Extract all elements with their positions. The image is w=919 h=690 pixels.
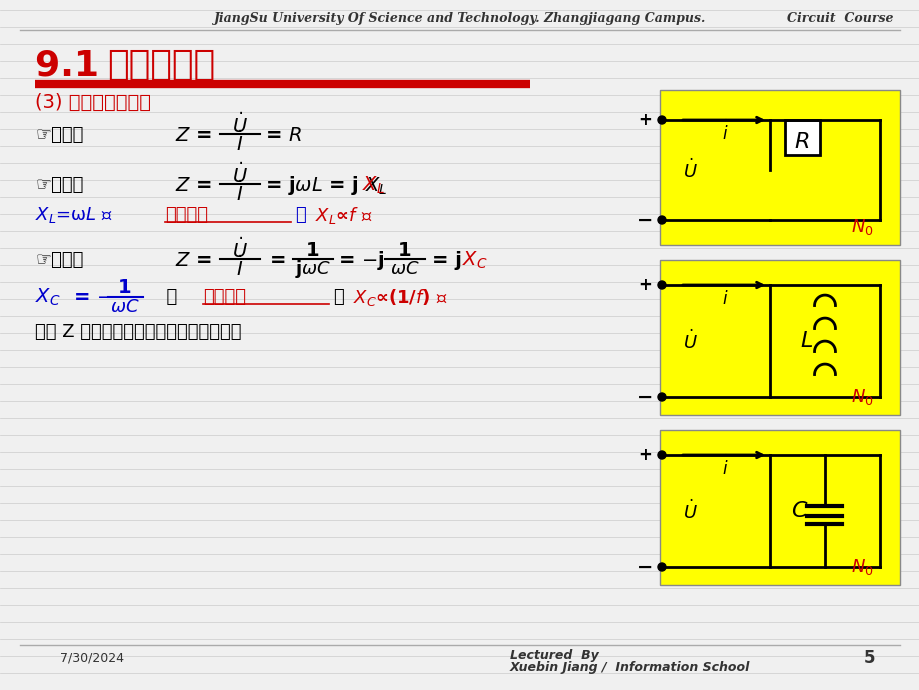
Text: −: − — [636, 558, 652, 577]
Text: $\dot{I}$: $\dot{I}$ — [236, 181, 244, 206]
Text: Lectured  By: Lectured By — [509, 649, 598, 662]
Text: −: − — [636, 388, 652, 406]
Text: $\dot{i}$: $\dot{i}$ — [720, 120, 728, 144]
Text: (3) 单个元件的阻抗: (3) 单个元件的阻抗 — [35, 92, 151, 112]
Text: 容性电抗: 容性电抗 — [203, 288, 245, 306]
Text: 5: 5 — [863, 649, 875, 667]
Text: ，: ， — [295, 206, 305, 224]
Text: $X_L$: $X_L$ — [361, 175, 384, 196]
Text: = j: = j — [432, 250, 461, 270]
Text: $N_0$: $N_0$ — [850, 217, 872, 237]
Text: = j$\omega$$\it{L}$ = j $X_L$: = j$\omega$$\it{L}$ = j $X_L$ — [265, 173, 387, 197]
Text: 感性电抗: 感性电抗 — [165, 206, 208, 224]
Text: $\dot{I}$: $\dot{I}$ — [236, 130, 244, 155]
Text: Xuebin Jiang /  Information School: Xuebin Jiang / Information School — [509, 662, 750, 675]
Text: ☞纯电阻: ☞纯电阻 — [35, 126, 84, 144]
Text: 1: 1 — [398, 241, 412, 259]
Text: $\omega$$C$: $\omega$$C$ — [390, 260, 419, 278]
Text: Circuit  Course: Circuit Course — [786, 12, 892, 25]
Text: 阻抗和导纳: 阻抗和导纳 — [107, 48, 215, 82]
Text: ☞纯电感: ☞纯电感 — [35, 176, 84, 194]
Text: $N_0$: $N_0$ — [850, 557, 872, 577]
Text: $X_C$: $X_C$ — [35, 286, 61, 308]
Text: ☞纯电容: ☞纯电容 — [35, 251, 84, 269]
Text: $L$: $L$ — [800, 331, 812, 351]
Text: $\dot{U}$: $\dot{U}$ — [232, 163, 248, 187]
Text: $Z$ =: $Z$ = — [175, 250, 211, 270]
Circle shape — [657, 393, 665, 401]
Text: $\dot{U}$: $\dot{U}$ — [682, 500, 697, 522]
Text: $\dot{U}$: $\dot{U}$ — [232, 238, 248, 262]
Text: $X_L$=ω$L$ 称: $X_L$=ω$L$ 称 — [35, 205, 113, 225]
Circle shape — [657, 116, 665, 124]
Text: 1: 1 — [118, 277, 131, 297]
Text: j$\omega$$C$: j$\omega$$C$ — [294, 258, 331, 280]
Text: 7/30/2024: 7/30/2024 — [60, 651, 124, 664]
Text: $\dot{U}$: $\dot{U}$ — [682, 329, 697, 353]
Text: $Z$ =: $Z$ = — [175, 175, 211, 195]
Circle shape — [657, 281, 665, 289]
Text: =: = — [269, 250, 286, 270]
Bar — [659, 260, 899, 415]
Text: = $-$j: = $-$j — [337, 248, 384, 271]
Text: $\dot{I}$: $\dot{I}$ — [236, 256, 244, 280]
Circle shape — [657, 216, 665, 224]
Text: $\dot{i}$: $\dot{i}$ — [720, 455, 728, 479]
Text: $Z$ =: $Z$ = — [175, 126, 211, 144]
Bar — [659, 430, 899, 585]
Text: −: − — [636, 210, 652, 230]
Text: = $R$: = $R$ — [265, 126, 301, 144]
Text: $C$: $C$ — [790, 501, 808, 521]
Text: $R$: $R$ — [793, 132, 809, 152]
Circle shape — [657, 563, 665, 571]
Text: +: + — [638, 446, 652, 464]
Bar — [784, 120, 819, 155]
Text: 1: 1 — [306, 241, 320, 259]
Circle shape — [657, 451, 665, 459]
Text: 说明 Z 可以是纯实数，也可以是纯虚数。: 说明 Z 可以是纯实数，也可以是纯虚数。 — [35, 323, 242, 341]
Text: JiangSu University Of Science and Technology. Zhangjiagang Campus.: JiangSu University Of Science and Techno… — [213, 12, 706, 25]
Bar — [659, 90, 899, 245]
Text: $X_L$∝$f$ ！: $X_L$∝$f$ ！ — [314, 204, 372, 226]
Text: $X_C$∝(1/$f$) ！: $X_C$∝(1/$f$) ！ — [353, 286, 448, 308]
Text: ，: ， — [333, 288, 344, 306]
Text: $\dot{i}$: $\dot{i}$ — [720, 285, 728, 309]
Text: $\omega$$C$: $\omega$$C$ — [110, 298, 140, 316]
Text: 称: 称 — [154, 288, 177, 306]
Text: = $-$: = $-$ — [73, 288, 112, 306]
Text: $X_C$: $X_C$ — [461, 249, 487, 270]
Text: $\dot{U}$: $\dot{U}$ — [682, 159, 697, 181]
Text: $N_0$: $N_0$ — [850, 387, 872, 407]
Text: +: + — [638, 111, 652, 129]
Text: 9.1: 9.1 — [35, 48, 124, 82]
Text: $\dot{U}$: $\dot{U}$ — [232, 112, 248, 137]
Text: +: + — [638, 276, 652, 294]
